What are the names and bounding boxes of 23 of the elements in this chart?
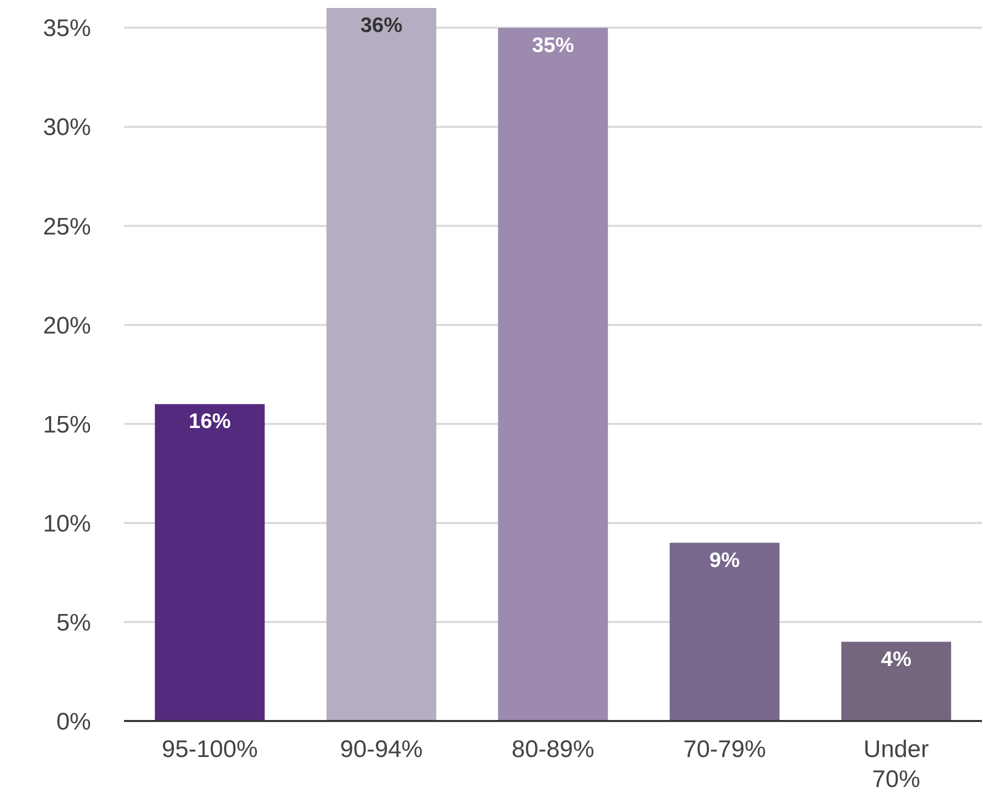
x-tick-label: 80-89% bbox=[512, 736, 594, 763]
x-tick-label: 95-100% bbox=[162, 736, 258, 763]
y-tick-label: 0% bbox=[56, 708, 91, 736]
data-label: 9% bbox=[709, 548, 740, 572]
bar bbox=[154, 404, 265, 721]
x-tick-label: 70-79% bbox=[683, 736, 766, 763]
x-tick-label: 90-94% bbox=[340, 736, 423, 763]
y-tick-label: 15% bbox=[42, 411, 91, 438]
bar bbox=[498, 28, 608, 721]
data-label: 36% bbox=[360, 14, 403, 37]
bar bbox=[841, 642, 952, 721]
data-label: 4% bbox=[881, 648, 912, 671]
y-tick-label: 5% bbox=[56, 609, 91, 636]
bar bbox=[326, 8, 436, 721]
y-tick-label: 10% bbox=[42, 510, 91, 538]
bar bbox=[670, 542, 780, 721]
y-tick-label: 20% bbox=[42, 312, 91, 340]
data-label: 35% bbox=[532, 34, 574, 57]
y-tick-label: 25% bbox=[42, 213, 91, 240]
y-tick-label: 30% bbox=[42, 114, 91, 142]
data-label: 16% bbox=[188, 410, 232, 434]
x-tick-label: Under 70% bbox=[864, 736, 929, 793]
y-tick-label: 35% bbox=[42, 15, 91, 42]
